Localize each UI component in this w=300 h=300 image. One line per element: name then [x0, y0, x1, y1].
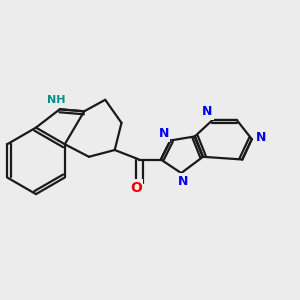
Text: N: N — [256, 131, 266, 144]
Text: N: N — [202, 106, 212, 118]
Text: O: O — [130, 181, 142, 195]
Text: N: N — [158, 127, 169, 140]
Text: NH: NH — [47, 95, 66, 106]
Text: N: N — [177, 175, 188, 188]
